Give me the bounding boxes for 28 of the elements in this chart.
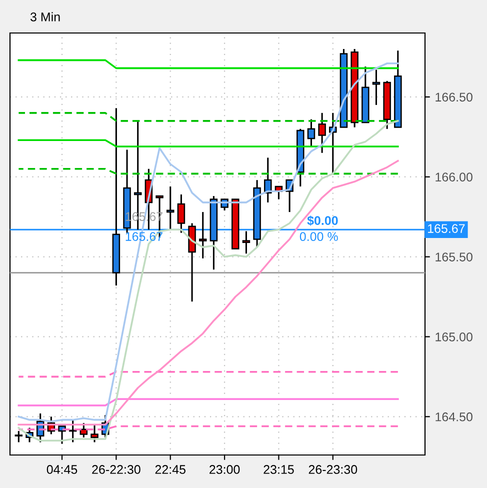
annotation: $0.00: [307, 216, 338, 226]
annotation: 0.00 %: [300, 232, 338, 241]
x-tick-label: 23:00: [210, 465, 240, 474]
candlestick: [307, 118, 316, 148]
candlestick: [58, 425, 66, 445]
x-tick-label: 26-23:30: [308, 465, 358, 474]
candlestick: [372, 69, 380, 106]
candlestick: [242, 230, 250, 254]
candlestick: [166, 186, 174, 230]
candlestick: [198, 211, 207, 260]
x-tick-label: 26-22:30: [92, 465, 140, 474]
candlestick: [177, 194, 186, 234]
y-tick-label: 165.50: [436, 252, 472, 262]
y-tick-label: 166.00: [436, 172, 472, 182]
candlestick: [264, 156, 272, 204]
candlestick: [90, 424, 98, 443]
y-tick-label: 166.50: [436, 92, 472, 102]
annotation: 165.67: [126, 232, 162, 241]
ref-line-label: 165.67: [428, 224, 465, 233]
candlestick: [318, 112, 326, 154]
candlestick: [80, 422, 88, 438]
x-tick-label: 22:45: [155, 465, 186, 474]
x-tick-label: 23:15: [264, 465, 294, 474]
candlestick: [14, 430, 23, 443]
y-tick-label: 164.50: [436, 412, 472, 422]
y-tick-label: 165.00: [436, 332, 472, 342]
x-tick-label: 04:45: [46, 465, 78, 474]
chart-title: 3 Min: [30, 12, 60, 22]
